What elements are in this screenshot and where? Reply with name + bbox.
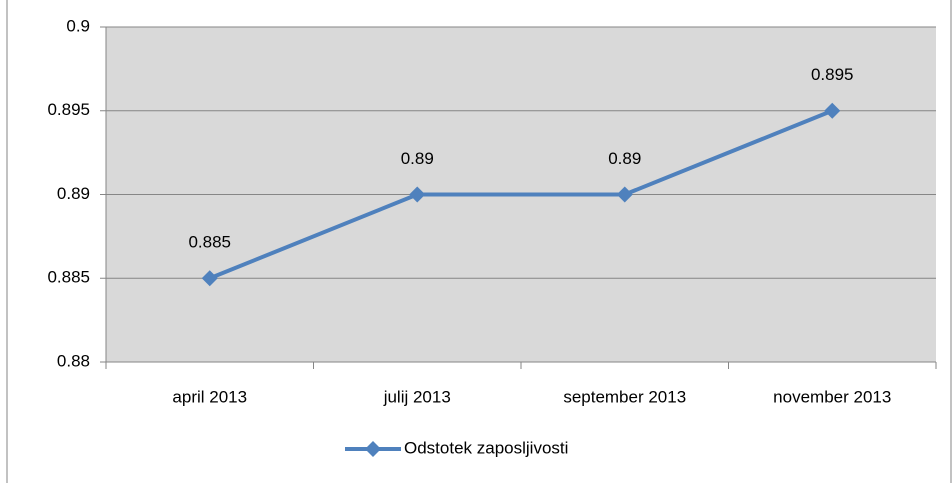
data-point [201, 270, 218, 287]
y-tick-label: 0.89 [57, 184, 90, 203]
data-point [616, 186, 633, 203]
data-label: 0.89 [401, 149, 434, 168]
legend-marker [365, 441, 381, 457]
data-label: 0.885 [188, 233, 231, 252]
data-label: 0.895 [811, 65, 854, 84]
data-label: 0.89 [608, 149, 641, 168]
data-point [409, 186, 426, 203]
x-tick-label: april 2013 [172, 387, 247, 406]
y-tick-label: 0.885 [47, 268, 90, 287]
y-tick-label: 0.9 [66, 16, 90, 35]
x-tick-label: september 2013 [563, 387, 686, 406]
legend-label: Odstotek zaposljivosti [404, 438, 568, 457]
x-tick-label: julij 2013 [383, 387, 451, 406]
y-tick-label: 0.88 [57, 351, 90, 370]
y-tick-label: 0.895 [47, 100, 90, 119]
x-tick-label: november 2013 [773, 387, 891, 406]
series-line [209, 108, 833, 281]
data-point [824, 102, 841, 119]
